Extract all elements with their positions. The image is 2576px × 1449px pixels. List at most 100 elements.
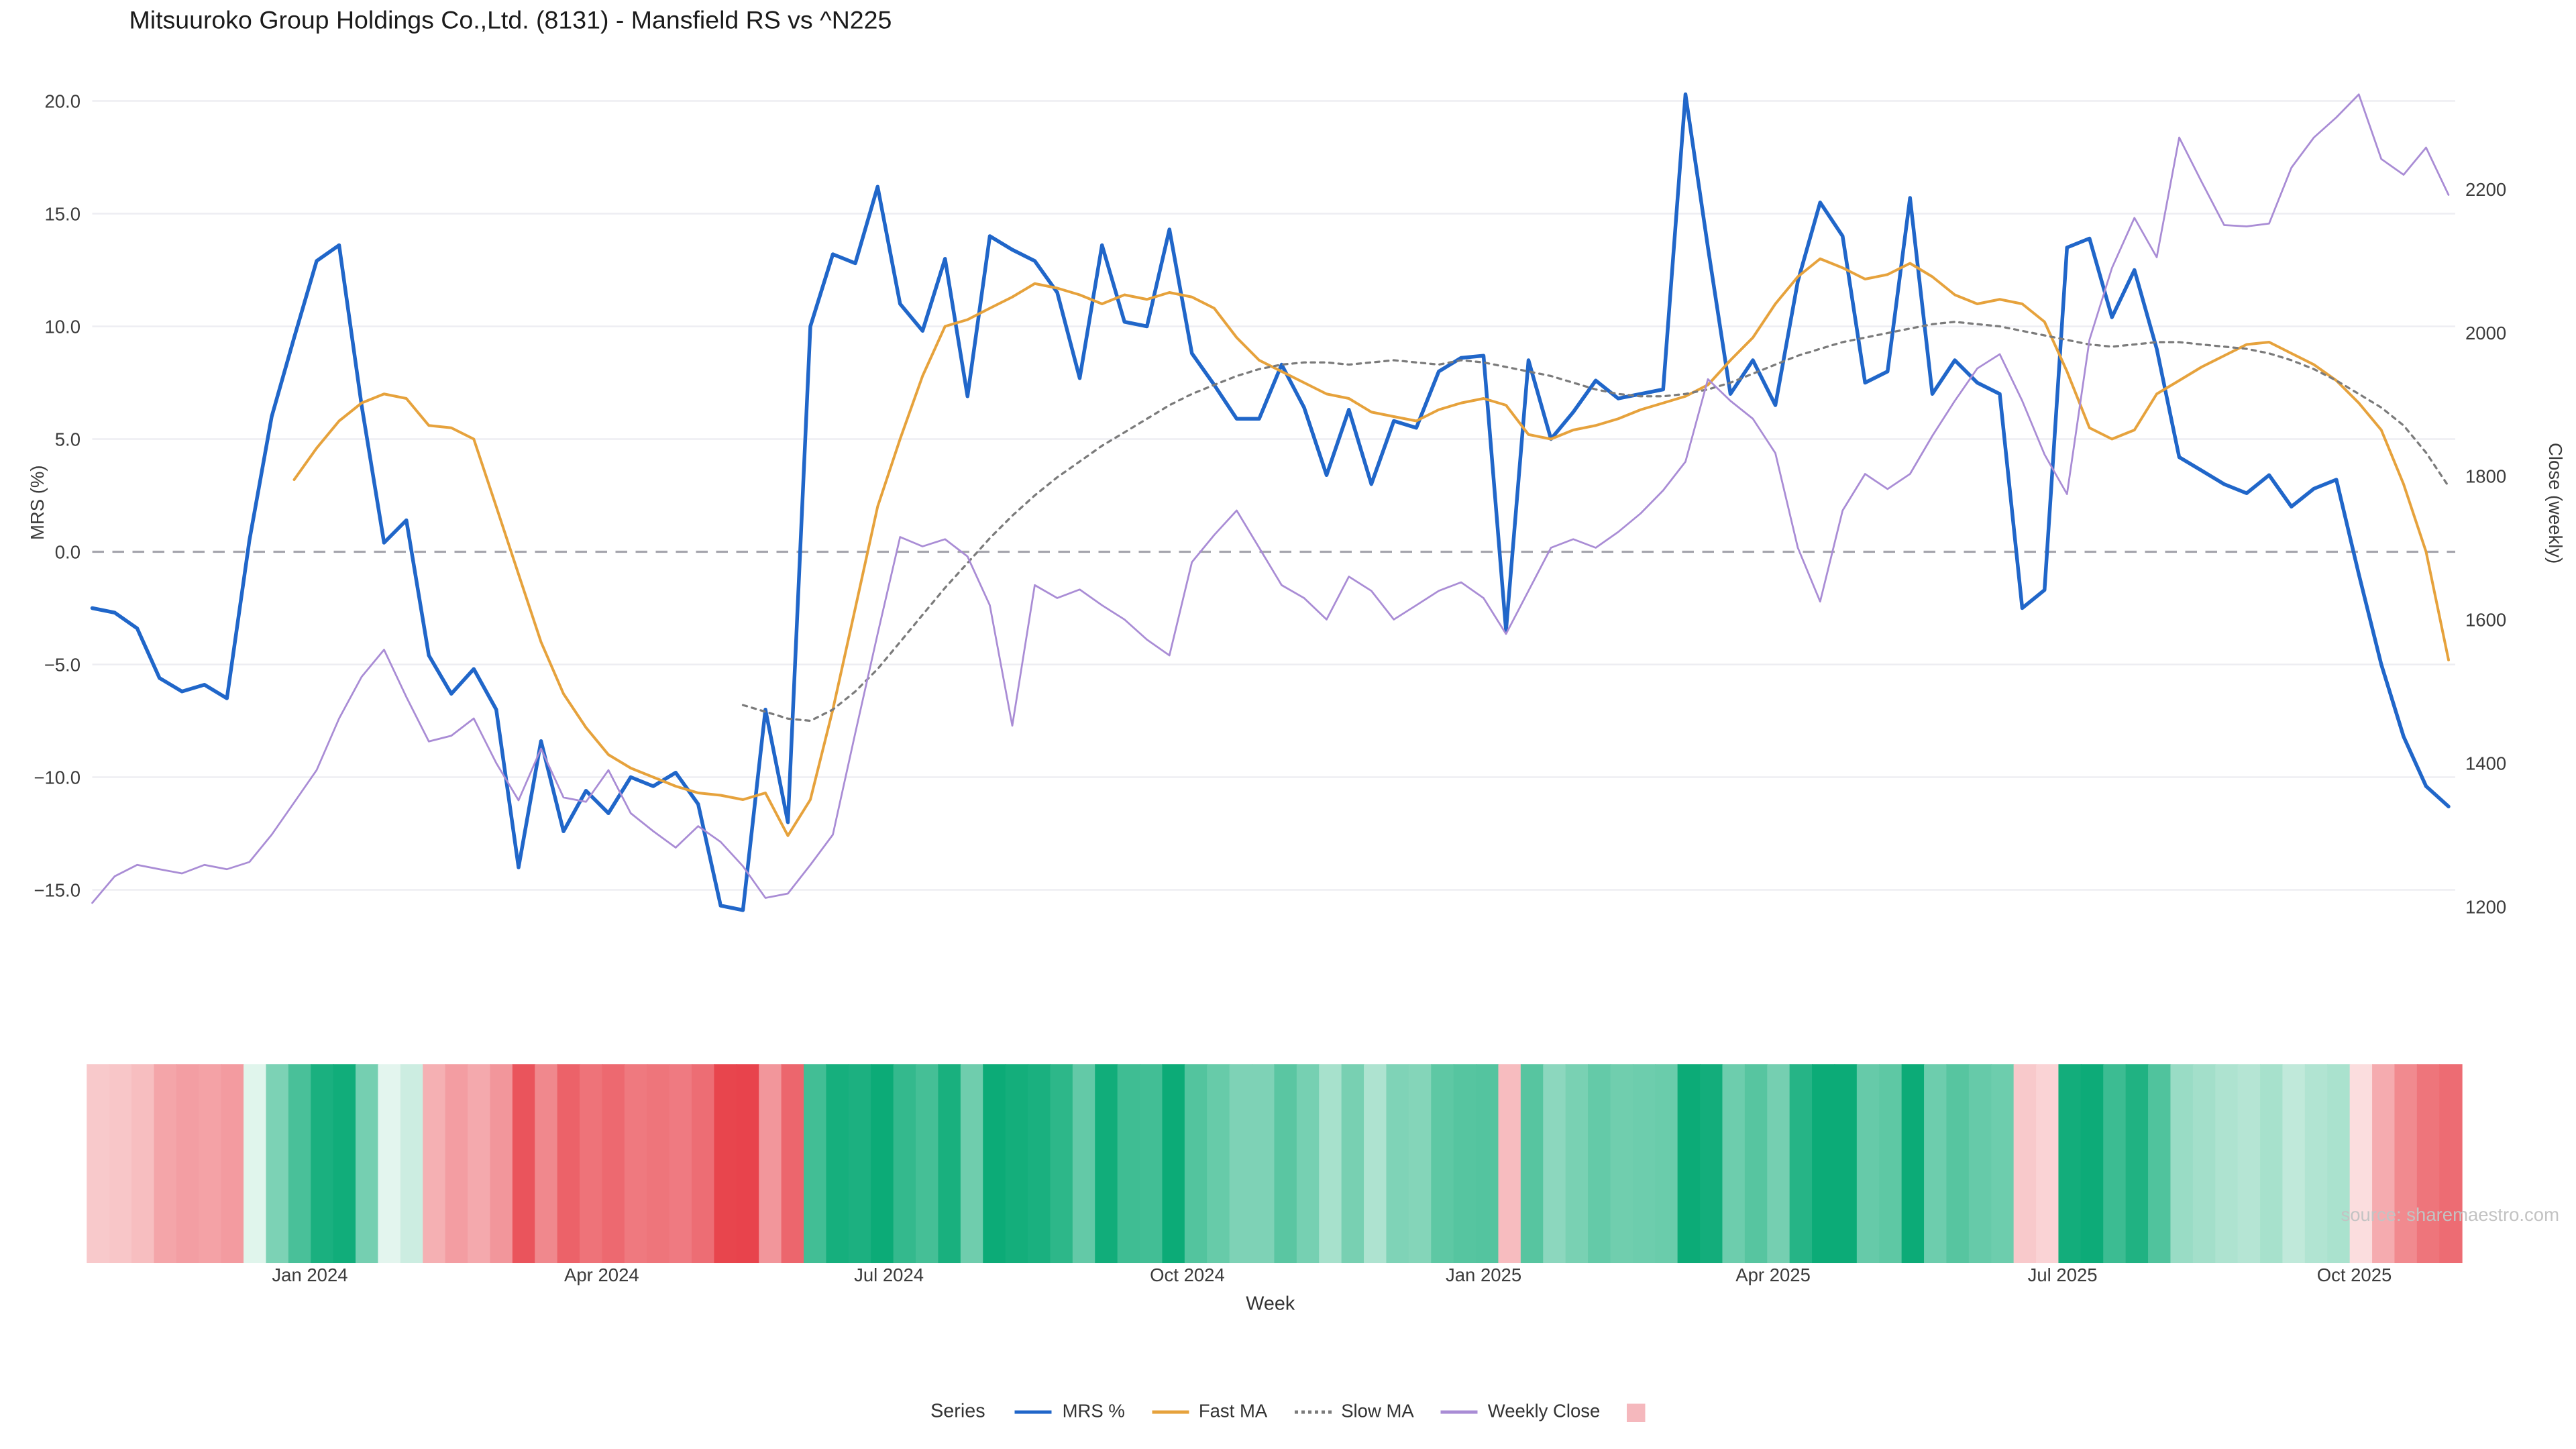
chart-title: Mitsuuroko Group Holdings Co.,Ltd. (8131… <box>129 7 892 36</box>
series-weekly-close <box>91 93 2450 904</box>
heatmap-cell <box>1005 1064 1029 1263</box>
heatmap-cell <box>1095 1064 1118 1263</box>
heatmap-cell <box>2170 1064 2194 1263</box>
heatmap-cell <box>1722 1064 1746 1263</box>
heatmap-cell <box>624 1064 648 1263</box>
heatmap-cell <box>1341 1064 1365 1263</box>
heatmap-cell <box>1207 1064 1230 1263</box>
heatmap-cell <box>2394 1064 2418 1263</box>
heatmap-cell <box>983 1064 1006 1263</box>
heatmap-cell <box>288 1064 312 1263</box>
heatmap-cell <box>557 1064 581 1263</box>
legend-swatch-slow-ma <box>1294 1410 1332 1414</box>
y-tick-right: 1600 <box>2465 610 2506 631</box>
heatmap-cell <box>1789 1064 1813 1263</box>
heatmap-cell <box>1565 1064 1589 1263</box>
series-mrs <box>90 92 2451 912</box>
heatmap-cell <box>1028 1064 1051 1263</box>
heatmap-cell <box>692 1064 715 1263</box>
heatmap-cell <box>1543 1064 1566 1263</box>
heatmap-cell <box>2080 1064 2104 1263</box>
legend-label-slow-ma: Slow MA <box>1341 1402 1414 1422</box>
heatmap-cell <box>736 1064 760 1263</box>
heatmap-cell <box>87 1064 110 1263</box>
y-tick-left: 0.0 <box>55 542 80 563</box>
heatmap-cell <box>1632 1064 1656 1263</box>
heatmap-cell <box>1364 1064 1387 1263</box>
heatmap-cell <box>1431 1064 1454 1263</box>
heatmap-cell <box>1655 1064 1678 1263</box>
heatmap-cell <box>1812 1064 1835 1263</box>
heatmap-cell <box>2215 1064 2239 1263</box>
heatmap-cell <box>333 1064 357 1263</box>
x-tick: Jul 2024 <box>854 1265 924 1285</box>
y-tick-left: 20.0 <box>44 91 80 112</box>
legend-label-fast-ma: Fast MA <box>1198 1402 1268 1422</box>
heatmap-cell <box>512 1064 536 1263</box>
heatmap-cell <box>221 1064 245 1263</box>
y-tick-left: 15.0 <box>44 204 80 225</box>
heatmap-cell <box>535 1064 558 1263</box>
heatmap-cell <box>1476 1064 1499 1263</box>
heatmap-cell <box>131 1064 155 1263</box>
heatmap-cell <box>647 1064 670 1263</box>
x-tick: Jan 2025 <box>1446 1265 1521 1285</box>
heatmap-cell <box>759 1064 782 1263</box>
x-tick: Jan 2024 <box>272 1265 347 1285</box>
heatmap-cell <box>378 1064 401 1263</box>
heatmap-cell <box>109 1064 133 1263</box>
heatmap-cell <box>871 1064 894 1263</box>
y-tick-left: 10.0 <box>44 317 80 337</box>
heatmap-cell <box>1162 1064 1185 1263</box>
heatmap-cell <box>266 1064 289 1263</box>
heatmap-cell <box>1700 1064 1723 1263</box>
heatmap-cell <box>2327 1064 2351 1263</box>
legend-entry-weekly-close: Weekly Close <box>1440 1402 1601 1422</box>
heatmap-cell <box>1879 1064 1902 1263</box>
heatmap-cell <box>1296 1064 1320 1263</box>
legend-entry-slow-ma: Slow MA <box>1294 1402 1414 1422</box>
heatmap-cell <box>2282 1064 2306 1263</box>
heatmap-cell <box>1184 1064 1208 1263</box>
heatmap-cell <box>423 1064 446 1263</box>
heatmap-cell <box>1588 1064 1611 1263</box>
heatmap-cell <box>1498 1064 1521 1263</box>
y-tick-right: 2000 <box>2465 323 2506 343</box>
heatmap-cell <box>580 1064 603 1263</box>
heatmap-cell <box>938 1064 961 1263</box>
series-fast-ma <box>292 257 2450 837</box>
y-axis-label-right: Close (weekly) <box>2544 443 2565 564</box>
legend-label-weekly-close: Weekly Close <box>1487 1402 1601 1422</box>
heatmap-cell <box>445 1064 469 1263</box>
y-tick-right: 2200 <box>2465 179 2506 200</box>
heatmap-cell <box>1252 1064 1275 1263</box>
source-credit: source: sharemaestro.com <box>2341 1205 2559 1226</box>
heatmap-cell <box>1968 1064 1992 1263</box>
heatmap-cell <box>1072 1064 1096 1263</box>
heatmap-cell <box>154 1064 177 1263</box>
heatmap-cell <box>2349 1064 2373 1263</box>
heatmap-cell <box>669 1064 693 1263</box>
heatmap-cell <box>848 1064 872 1263</box>
heatmap-cell <box>1991 1064 2015 1263</box>
heatmap-cell <box>826 1064 849 1263</box>
heatmap-cell <box>1610 1064 1633 1263</box>
heatmap-cell <box>893 1064 917 1263</box>
heatmap-cell <box>1229 1064 1253 1263</box>
heatmap-cell <box>1453 1064 1477 1263</box>
heatmap-cell <box>1408 1064 1432 1263</box>
heatmap-cell <box>804 1064 827 1263</box>
heatmap-cell <box>2125 1064 2149 1263</box>
y-tick-left: −5.0 <box>44 655 80 676</box>
legend-swatch-fast-ma <box>1151 1409 1189 1415</box>
x-tick: Jul 2025 <box>2028 1265 2098 1285</box>
heatmap-cell <box>2439 1064 2463 1263</box>
series-slow-ma <box>741 321 2450 722</box>
heatmap-cell <box>1744 1064 1768 1263</box>
heatmap-cell <box>1520 1064 1544 1263</box>
legend: Series MRS % Fast MA Slow MA Weekly Clos… <box>0 1402 2576 1422</box>
heatmap-cell <box>2304 1064 2328 1263</box>
legend-swatch-mrs <box>1015 1409 1053 1415</box>
